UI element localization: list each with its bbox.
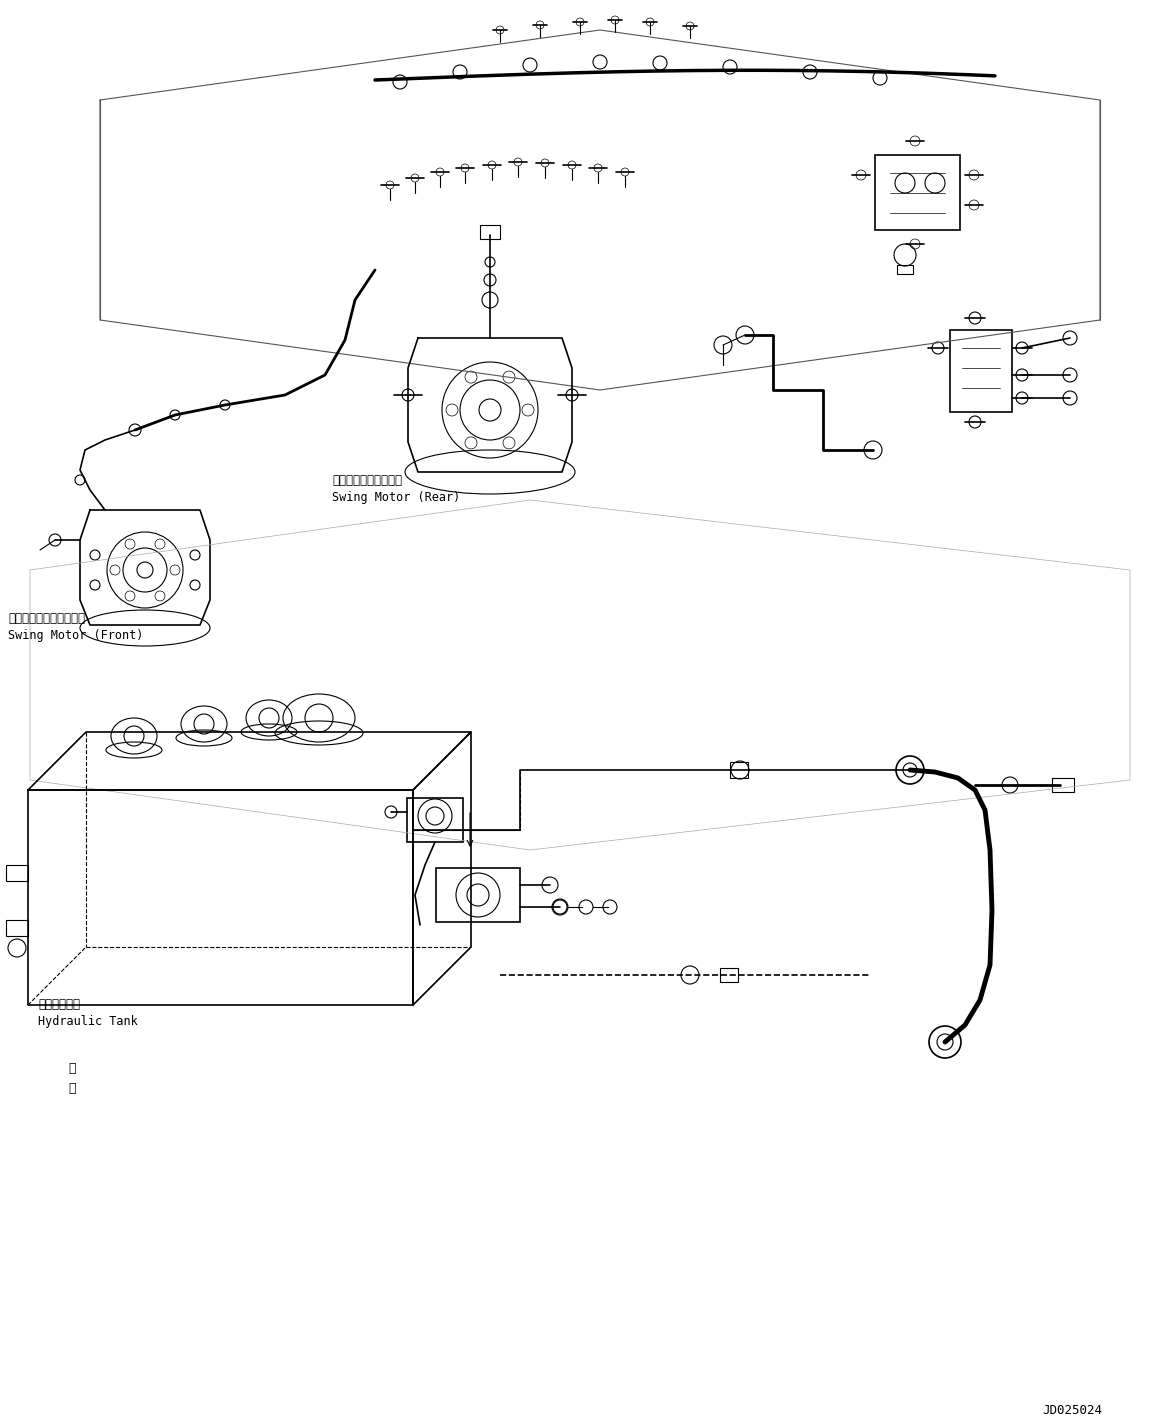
Bar — [436, 868, 520, 922]
Bar — [6, 865, 28, 881]
Text: 作動油タンク: 作動油タンク — [38, 998, 80, 1011]
Bar — [6, 920, 28, 935]
Text: ・: ・ — [67, 1061, 76, 1074]
Bar — [897, 266, 913, 274]
Text: JD025024: JD025024 — [1042, 1404, 1103, 1417]
Bar — [407, 798, 463, 843]
Text: ・: ・ — [67, 1081, 76, 1094]
Text: Swing Motor (Rear): Swing Motor (Rear) — [331, 490, 461, 504]
Bar — [875, 156, 959, 230]
Text: Swing Motor (Front): Swing Motor (Front) — [8, 628, 143, 641]
Bar — [950, 330, 1012, 413]
Bar — [730, 763, 748, 778]
Text: 旋回モータ（フロント）: 旋回モータ（フロント） — [8, 611, 85, 624]
Text: 旋回モータ（リヤー）: 旋回モータ（リヤー） — [331, 474, 402, 487]
Text: Hydraulic Tank: Hydraulic Tank — [38, 1015, 137, 1028]
Bar — [720, 968, 739, 982]
Bar — [480, 226, 500, 238]
Bar — [1053, 778, 1073, 793]
